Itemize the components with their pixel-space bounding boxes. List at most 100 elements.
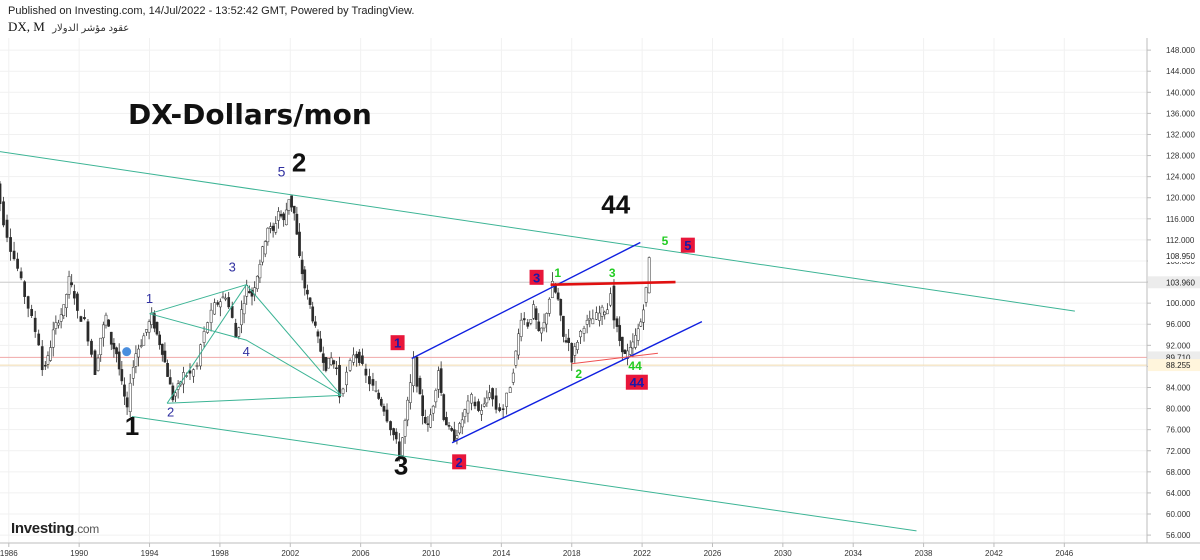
candle-body (263, 241, 267, 255)
candle-body (319, 338, 322, 352)
candle-body (192, 369, 195, 377)
candle-body (482, 403, 486, 407)
candle-body (556, 292, 560, 300)
y-tick-label: 144.000 (1166, 67, 1195, 76)
y-tick-label: 148.000 (1166, 46, 1195, 55)
candle-body (332, 360, 336, 365)
boxed-wave-label: 5 (680, 237, 695, 253)
candle-body (0, 183, 2, 204)
candle-body (570, 343, 574, 363)
grid-layer (0, 38, 1147, 543)
candle-body (76, 293, 79, 311)
candle-body (511, 372, 515, 383)
y-tick-label: 112.000 (1166, 236, 1195, 245)
price-tag-bg (1148, 359, 1200, 372)
candle-body (109, 331, 113, 345)
candle-body (455, 435, 459, 439)
candle-body (72, 291, 76, 299)
candle-body (371, 379, 375, 386)
y-tick-label: 120.000 (1166, 194, 1195, 203)
candle-body (237, 327, 241, 337)
logo-suffix: .com (74, 522, 99, 536)
candle-body (452, 429, 456, 442)
investing-logo[interactable]: Investing.com (11, 520, 99, 537)
wave-label: 1 (554, 266, 561, 280)
candle-body (355, 353, 359, 359)
y-tick-label: 132.000 (1166, 130, 1195, 139)
candle-body (206, 322, 209, 333)
candle-body (33, 317, 37, 332)
candle-body (255, 276, 259, 290)
price-tag-bg (1148, 249, 1200, 262)
candle-body (522, 318, 526, 321)
boxed-wave-label: 3 (529, 269, 544, 285)
candle-body (600, 306, 604, 317)
candle-body (466, 400, 470, 414)
wave-label: 44 (601, 190, 630, 220)
candle-body (242, 303, 246, 315)
candle-body (389, 421, 392, 431)
candle-body (230, 306, 234, 318)
wave-label: 2 (167, 404, 174, 419)
candle-body (292, 205, 296, 214)
candle-body (137, 348, 140, 358)
plot-area[interactable] (0, 38, 1147, 543)
price-tag: 108.950 (1148, 249, 1200, 262)
boxed-label-text: 3 (533, 270, 540, 285)
candle-body (412, 357, 415, 386)
instrument-name: عقود مؤشر الدولار (52, 23, 130, 34)
candle-body (442, 394, 446, 420)
candle-body (463, 409, 467, 417)
candle-body (9, 237, 12, 252)
candle-body (534, 308, 538, 320)
upper-blue (411, 241, 641, 360)
candle-body (70, 282, 74, 286)
candle-body (345, 371, 348, 386)
candle-body (437, 370, 440, 390)
candle-body (271, 225, 275, 231)
candle-body (83, 317, 86, 320)
x-tick-label: 2010 (422, 549, 440, 558)
candle-body (329, 357, 333, 366)
candle-body (335, 367, 338, 369)
candle-body (644, 287, 648, 303)
triangle-c (166, 284, 247, 404)
candle-body (86, 321, 90, 342)
symbol-label: DX, M (8, 19, 45, 34)
x-tick-label: 2030 (774, 549, 792, 558)
candle-body (147, 321, 151, 333)
trend-lines (0, 151, 1075, 532)
x-tick-label: 1998 (211, 549, 229, 558)
candle-body (153, 313, 156, 329)
x-tick-label: 2046 (1055, 549, 1073, 558)
candle-body (284, 209, 288, 226)
y-tick-label: 72.000 (1166, 447, 1191, 456)
boxed-label-bg (625, 374, 648, 390)
candle-body (579, 330, 582, 338)
candle-body (620, 336, 624, 353)
y-tick-label: 84.000 (1166, 383, 1191, 392)
candle-body (341, 388, 345, 394)
candle-body (377, 392, 381, 399)
candle-body (57, 322, 60, 326)
wave-label: 5 (278, 164, 286, 180)
candle-body (368, 376, 371, 385)
price-tag: 88.255 (1148, 359, 1200, 372)
candle-body (65, 294, 68, 308)
cursor-marker (122, 347, 132, 357)
candle-body (529, 319, 533, 324)
candle-body (160, 343, 164, 355)
logo-brand: Investing (11, 520, 75, 537)
candle-body (598, 312, 601, 321)
price-tag-bg (1148, 276, 1200, 289)
candle-body (279, 213, 283, 217)
boxed-label-bg (680, 237, 695, 253)
candle-body (2, 201, 5, 226)
y-tick-label: 80.000 (1166, 405, 1191, 414)
candle-body (573, 346, 577, 356)
candle-body (16, 258, 19, 269)
candle-body (277, 211, 280, 221)
candle-body (567, 337, 571, 344)
candle-body (248, 291, 251, 294)
